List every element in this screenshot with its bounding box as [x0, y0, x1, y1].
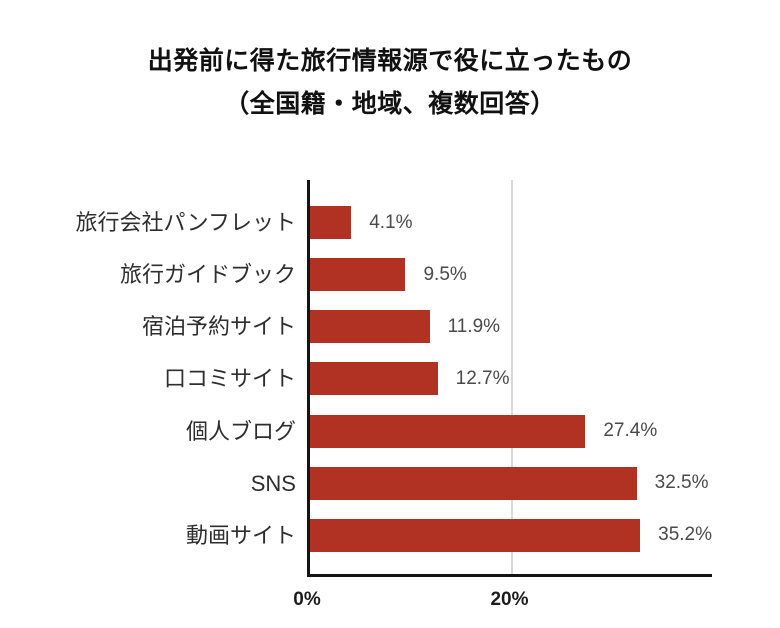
gridline-20-percent — [511, 180, 513, 574]
value-label: 32.5% — [654, 472, 709, 494]
x-tick-label: 0% — [293, 589, 321, 610]
chart-title: 出発前に得た旅行情報源で役に立ったもの （全国籍・地域、複数回答） — [0, 0, 780, 126]
value-label: 35.2% — [658, 524, 712, 546]
value-label: 9.5% — [423, 263, 467, 285]
bar-row: 動画サイト 35.2% — [186, 518, 712, 552]
chart-title-line2: （全国籍・地域、複数回答） — [224, 90, 556, 118]
bar-row: SNS 32.5% — [251, 466, 712, 500]
category-label: 口コミサイト — [163, 366, 296, 392]
value-label: 12.7% — [455, 367, 510, 389]
category-label: 旅行会社パンフレット — [75, 210, 296, 235]
bar-row: 宿泊予約サイト 11.9% — [142, 310, 712, 344]
bar-row: 個人ブログ 27.4% — [186, 414, 712, 448]
plot-area: 旅行会社パンフレット 4.1% 旅行ガイドブック 9.5% 宿泊予約サイト 11.9% 口コ… — [76, 180, 712, 577]
x-axis-ticks: 0% 20% — [293, 577, 712, 613]
category-label: 宿泊予約サイト — [141, 314, 296, 340]
bar-row: 旅行ガイドブック 9.5% — [120, 258, 712, 292]
value-label: 27.4% — [603, 420, 658, 442]
bar — [310, 466, 637, 500]
category-label: 個人ブログ — [185, 418, 296, 444]
bar — [310, 414, 586, 448]
value-label: 11.9% — [447, 315, 501, 337]
category-label: 動画サイト — [185, 522, 296, 548]
bar-row: 旅行会社パンフレット 4.1% — [76, 206, 712, 239]
bar — [310, 310, 430, 344]
bar — [310, 518, 641, 552]
bar — [310, 258, 406, 292]
bar — [310, 362, 438, 396]
bar — [310, 206, 352, 239]
bar-row: 口コミサイト 12.7% — [164, 362, 712, 396]
chart-title-line1: 出発前に得た旅行情報源で役に立ったもの — [147, 47, 633, 75]
category-label: SNS — [250, 470, 296, 496]
category-label: 旅行ガイドブック — [119, 262, 296, 288]
bar-chart: 旅行会社パンフレット 4.1% 旅行ガイドブック 9.5% 宿泊予約サイト 11.9% 口コ… — [30, 180, 720, 613]
x-tick-label: 20% — [490, 589, 529, 610]
bar-rows: 旅行会社パンフレット 4.1% 旅行ガイドブック 9.5% 宿泊予約サイト 11.9% 口コ… — [76, 180, 712, 574]
value-label: 4.1% — [369, 211, 413, 233]
